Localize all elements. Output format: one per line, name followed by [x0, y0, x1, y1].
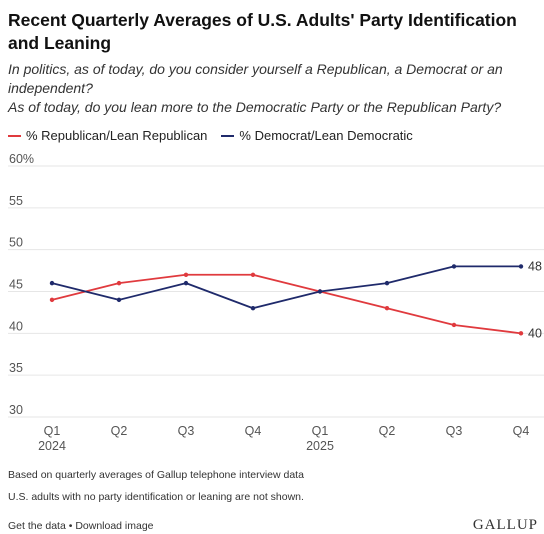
end-label-democrat: 48	[528, 259, 542, 273]
x-tick-label: Q3	[446, 424, 463, 438]
data-point-republican	[385, 306, 389, 310]
x-tick-label: Q3	[178, 424, 195, 438]
series-line-republican	[52, 275, 521, 334]
x-tick-label: Q1	[312, 424, 329, 438]
get-data-link[interactable]: Get the data	[8, 520, 66, 532]
legend-label-democrat: % Democrat/Lean Democratic	[239, 128, 412, 143]
data-point-republican	[251, 273, 255, 277]
x-year-label: 2024	[38, 439, 66, 453]
data-point-democrat	[184, 281, 188, 285]
footer-separator: •	[66, 520, 76, 532]
end-label-republican: 40	[528, 326, 542, 340]
legend-swatch-democrat	[221, 135, 234, 137]
chart-title: Recent Quarterly Averages of U.S. Adults…	[8, 9, 544, 55]
x-tick-label: Q4	[245, 424, 262, 438]
data-point-democrat	[318, 289, 322, 293]
data-point-republican	[117, 281, 121, 285]
x-tick-label: Q4	[513, 424, 530, 438]
gallup-logo: GALLUP	[473, 517, 538, 534]
footnote-method: Based on quarterly averages of Gallup te…	[8, 469, 538, 481]
data-point-republican	[519, 331, 523, 335]
survey-question: In politics, as of today, do you conside…	[8, 60, 538, 117]
download-image-link[interactable]: Download image	[75, 520, 153, 532]
y-tick-label: 45	[9, 278, 23, 292]
survey-question-1: In politics, as of today, do you conside…	[8, 60, 538, 98]
y-tick-label: 35	[9, 361, 23, 375]
y-tick-label: 50	[9, 236, 23, 250]
data-point-democrat	[452, 264, 456, 268]
x-year-label: 2025	[306, 439, 334, 453]
legend: % Republican/Lean Republican % Democrat/…	[8, 128, 413, 143]
legend-label-republican: % Republican/Lean Republican	[26, 128, 207, 143]
data-point-republican	[50, 298, 54, 302]
footnotes: Based on quarterly averages of Gallup te…	[8, 469, 538, 513]
series-line-democrat	[52, 266, 521, 308]
footnote-exclusion: U.S. adults with no party identification…	[8, 491, 538, 503]
y-tick-label: 40	[9, 319, 23, 333]
y-tick-label: 55	[9, 194, 23, 208]
data-point-democrat	[251, 306, 255, 310]
footer-links: Get the data • Download image	[8, 520, 538, 532]
data-point-democrat	[385, 281, 389, 285]
data-point-democrat	[50, 281, 54, 285]
survey-question-2: As of today, do you lean more to the Dem…	[8, 98, 538, 117]
y-tick-label: 30	[9, 403, 23, 417]
legend-swatch-republican	[8, 135, 21, 137]
x-tick-label: Q1	[44, 424, 61, 438]
legend-item-republican: % Republican/Lean Republican	[8, 128, 207, 143]
legend-item-democrat: % Democrat/Lean Democratic	[221, 128, 412, 143]
y-tick-label: 60%	[9, 152, 34, 166]
data-point-democrat	[519, 264, 523, 268]
data-point-democrat	[117, 298, 121, 302]
x-tick-label: Q2	[111, 424, 128, 438]
x-tick-label: Q2	[379, 424, 396, 438]
data-point-republican	[452, 323, 456, 327]
data-point-republican	[184, 273, 188, 277]
